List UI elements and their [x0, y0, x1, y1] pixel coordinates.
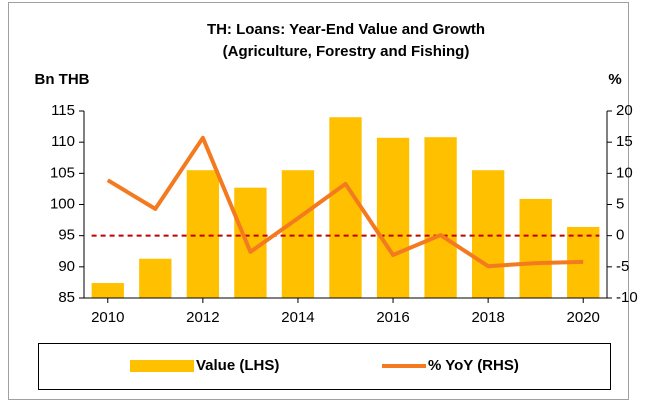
- y-axis-label: Bn THB: [35, 71, 90, 88]
- y-tick-label: 90: [58, 258, 75, 275]
- y-tick-label: 95: [58, 227, 75, 244]
- bar: [424, 137, 457, 298]
- x-tick-label: 2014: [281, 309, 314, 326]
- bar: [376, 137, 410, 298]
- y2-tick-label: 20: [616, 102, 633, 119]
- line: [106, 135, 584, 269]
- y-tick-label: 115: [51, 102, 75, 119]
- y2-tick-label: -5: [616, 258, 629, 275]
- chart-title: TH: Loans: Year-End Value and Growth: [207, 21, 485, 38]
- bar: [281, 170, 315, 298]
- y-tick-label: 105: [50, 164, 75, 181]
- y2-tick-label: 15: [616, 133, 633, 150]
- y2-tick-label: 0: [616, 227, 624, 244]
- y2-axis-label: %: [608, 71, 621, 88]
- x-tick-label: 2010: [91, 309, 124, 326]
- y-tick-label: 100: [50, 195, 75, 212]
- legend-label: Value (LHS): [196, 357, 279, 374]
- legend-swatch: [130, 360, 194, 372]
- bar: [186, 170, 220, 298]
- bar: [139, 258, 172, 298]
- bar: [471, 170, 505, 298]
- x-tick-label: 2016: [376, 309, 409, 326]
- legend-label: % YoY (RHS): [428, 357, 519, 374]
- y2-tick-label: 10: [616, 164, 633, 181]
- y-tick-label: 85: [58, 289, 75, 306]
- bar: [91, 283, 124, 298]
- x-tick-label: 2020: [567, 309, 600, 326]
- x-tick-label: 2012: [186, 309, 219, 326]
- x-tick-label: 2018: [471, 309, 504, 326]
- chart-subtitle: (Agriculture, Forestry and Fishing): [223, 43, 470, 60]
- y2-tick-label: 5: [616, 195, 624, 212]
- y2-tick-label: -10: [616, 289, 638, 306]
- bar: [329, 117, 362, 298]
- legend-box: [38, 343, 611, 390]
- y-tick-label: 110: [51, 133, 75, 150]
- bar: [519, 198, 552, 298]
